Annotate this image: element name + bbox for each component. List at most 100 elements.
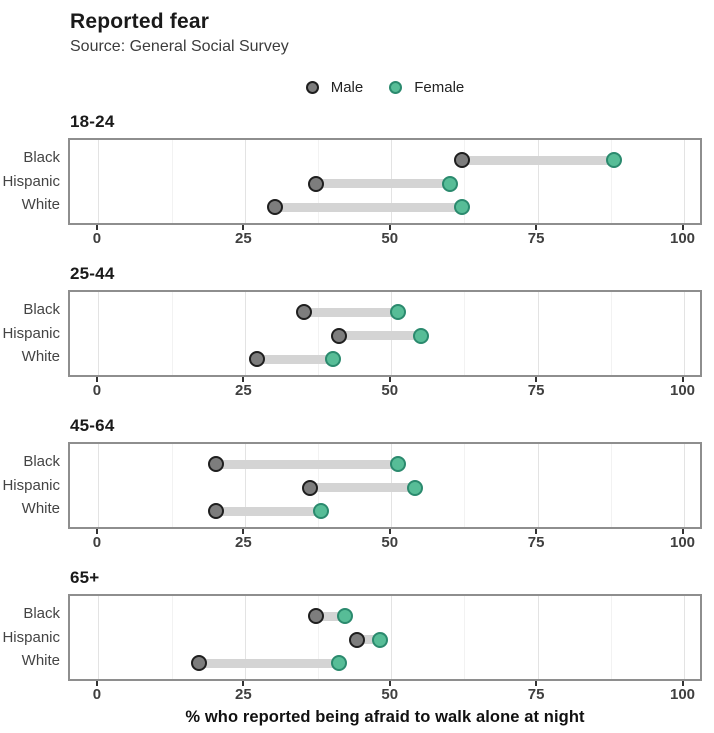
- x-tick-mark: [388, 225, 391, 230]
- major-gridline: [391, 596, 393, 679]
- y-axis-label: Black: [23, 149, 60, 166]
- panel-title: 25-44: [70, 264, 115, 283]
- male-dot: [301, 479, 318, 496]
- female-dot: [413, 327, 430, 344]
- minor-gridline: [610, 596, 612, 679]
- legend-item-male: Male: [305, 79, 363, 96]
- x-tick-label: 25: [235, 382, 252, 399]
- x-axis-title: % who reported being afraid to walk alon…: [185, 708, 585, 726]
- y-axis-label: Hispanic: [2, 628, 60, 646]
- x-tick-label: 0: [92, 230, 102, 247]
- male-dot: [454, 152, 470, 168]
- legend: Male Female: [68, 77, 702, 97]
- x-tick-label: 100: [669, 230, 696, 247]
- major-gridline: [684, 444, 685, 527]
- x-tick-label: 75: [527, 686, 545, 703]
- x-tick-label: 25: [235, 686, 252, 703]
- age-panel-65+: 65+ Black Hispanic White 0 25 50 75 100: [0, 568, 714, 705]
- minor-gridline: [610, 140, 612, 223]
- major-gridline: [98, 140, 100, 223]
- y-axis-label: Black: [23, 453, 60, 470]
- legend-item-female: Female: [389, 79, 464, 96]
- x-tick-label: 100: [669, 686, 696, 703]
- x-tick-mark: [242, 225, 245, 230]
- dumbbell-bar: [315, 611, 345, 621]
- female-dot: [313, 503, 330, 519]
- y-axis-label: Hispanic: [2, 172, 60, 190]
- x-tick-label: 75: [527, 382, 545, 399]
- male-dot: [208, 456, 225, 472]
- minor-gridline: [171, 444, 173, 527]
- dumbbell-bar: [216, 506, 322, 516]
- dumbbell-bar: [462, 155, 615, 165]
- x-tick-mark: [388, 681, 391, 686]
- minor-gridline: [464, 444, 466, 527]
- major-gridline: [684, 596, 685, 679]
- plot-row: Black Hispanic White: [0, 290, 714, 377]
- x-axis: 0 25 50 75 100: [68, 529, 702, 553]
- male-dot-icon: [305, 80, 319, 94]
- male-dot: [295, 304, 312, 320]
- x-tick-mark: [681, 681, 684, 686]
- minor-gridline: [171, 292, 173, 375]
- x-tick-mark: [95, 225, 98, 230]
- x-tick-mark: [388, 529, 391, 534]
- x-tick-mark: [535, 377, 538, 382]
- x-tick-mark: [388, 377, 391, 382]
- x-tick-label: 50: [381, 534, 399, 551]
- x-tick-mark: [681, 529, 684, 534]
- male-dot: [331, 327, 348, 344]
- female-dot: [372, 631, 389, 648]
- dumbbell-bar: [315, 179, 451, 188]
- plot-area: [68, 442, 702, 529]
- female-dot: [407, 479, 424, 496]
- y-axis-label: Black: [23, 605, 60, 622]
- y-axis-label: Black: [23, 301, 60, 318]
- male-dot: [266, 199, 283, 215]
- male-dot: [307, 608, 324, 624]
- panel-title: 65+: [70, 568, 100, 587]
- plot-area: [68, 594, 702, 681]
- major-gridline: [244, 140, 246, 223]
- y-axis-label: Hispanic: [2, 324, 60, 342]
- major-gridline: [684, 140, 685, 223]
- dumbbell-bar: [198, 658, 340, 668]
- female-dot: [606, 152, 623, 168]
- x-tick-mark: [242, 377, 245, 382]
- major-gridline: [98, 444, 100, 527]
- dumbbell-bar: [303, 307, 398, 317]
- chart-subtitle: Source: General Social Survey: [70, 38, 289, 55]
- age-panel-18-24: 18-24 Black Hispanic White 0 25 50 75 100: [0, 112, 714, 249]
- x-tick-mark: [681, 225, 684, 230]
- male-dot: [190, 655, 207, 671]
- major-gridline: [537, 140, 539, 223]
- age-panel-25-44: 25-44 Black Hispanic White 0 25 50 75 100: [0, 264, 714, 401]
- dumbbell-bar: [216, 459, 398, 469]
- x-tick-label: 50: [381, 382, 399, 399]
- x-tick-label: 25: [235, 534, 252, 551]
- major-gridline: [684, 292, 685, 375]
- male-dot: [348, 631, 365, 648]
- x-tick-label: 50: [381, 686, 399, 703]
- male-dot: [249, 351, 266, 367]
- minor-gridline: [464, 596, 466, 679]
- x-tick-mark: [535, 529, 538, 534]
- minor-gridline: [171, 596, 173, 679]
- y-axis-label: White: [21, 348, 60, 365]
- minor-gridline: [464, 292, 466, 375]
- female-dot: [442, 175, 459, 192]
- minor-gridline: [464, 140, 466, 223]
- x-tick-label: 0: [92, 686, 102, 703]
- x-tick-mark: [242, 529, 245, 534]
- x-tick-mark: [535, 225, 538, 230]
- major-gridline: [244, 444, 246, 527]
- dumbbell-bar: [309, 483, 416, 492]
- minor-gridline: [318, 292, 320, 375]
- panels: 18-24 Black Hispanic White 0 25 50 75 100 25-44 Bl…: [0, 112, 714, 705]
- major-gridline: [244, 292, 246, 375]
- female-dot: [389, 304, 406, 320]
- y-axis-label: White: [21, 652, 60, 669]
- major-gridline: [98, 596, 100, 679]
- legend-label-female: Female: [414, 78, 465, 96]
